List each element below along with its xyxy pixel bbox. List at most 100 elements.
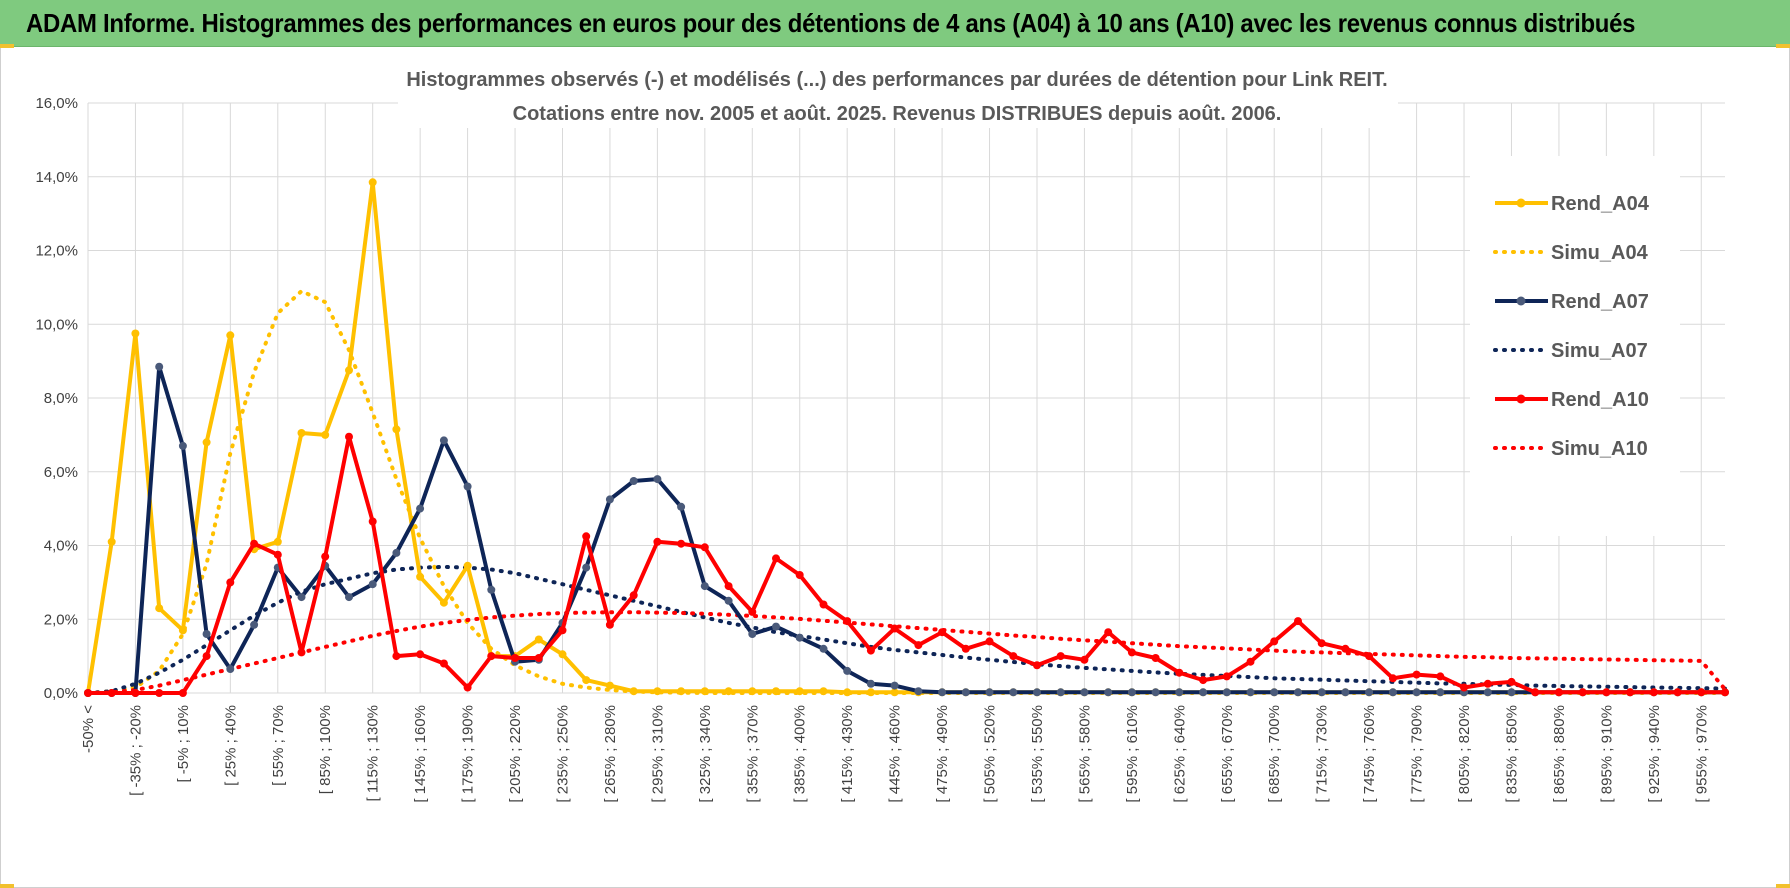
data-point	[1222, 688, 1231, 697]
chart-title-line-1: Histogrammes observés (-) et modélisés (…	[406, 69, 1387, 91]
series-simu-a07	[86, 564, 1727, 695]
data-point	[795, 633, 804, 642]
y-tick-label: 0,0%	[44, 685, 78, 702]
data-point	[345, 593, 353, 602]
x-tick-label: [ 805% ; 820%	[1456, 705, 1473, 803]
data-point	[1009, 652, 1018, 661]
series-rend-a10	[84, 432, 1729, 697]
data-point	[1199, 688, 1208, 697]
x-tick-label: [ 625% ; 640%	[1171, 705, 1188, 803]
data-point	[84, 689, 92, 697]
data-point	[155, 604, 164, 613]
data-point	[1033, 688, 1041, 697]
data-point	[961, 644, 970, 653]
data-point	[1483, 679, 1492, 688]
data-point	[1341, 644, 1350, 653]
data-point	[558, 626, 567, 635]
y-tick-label: 8,0%	[44, 390, 78, 407]
x-tick-label: [ 565% ; 580%	[1076, 705, 1093, 803]
legend-label: Simu_A07	[1551, 340, 1648, 362]
x-tick-label: [ 745% ; 760%	[1361, 705, 1378, 803]
data-point	[1365, 652, 1374, 661]
data-point	[1412, 670, 1421, 679]
legend-marker	[1516, 296, 1526, 306]
data-point	[392, 548, 401, 557]
data-point	[368, 580, 377, 589]
data-point	[1056, 688, 1065, 697]
x-tick-label: [ 895% ; 910%	[1598, 705, 1615, 803]
data-point	[1104, 688, 1113, 697]
x-tick-label: [ 655% ; 670%	[1219, 705, 1236, 803]
data-point	[795, 571, 804, 579]
data-point	[439, 436, 448, 445]
data-point	[748, 630, 757, 638]
data-point	[866, 646, 875, 655]
data-point	[1388, 674, 1397, 683]
data-point	[368, 178, 377, 187]
legend-label: Rend_A10	[1551, 389, 1649, 411]
data-point	[772, 622, 780, 631]
data-point	[416, 504, 425, 513]
corner-mark-left	[0, 44, 14, 48]
data-point	[1649, 688, 1658, 697]
data-point	[1080, 688, 1089, 697]
x-tick-label: [ 175% ; 190%	[460, 705, 477, 803]
data-point	[890, 688, 899, 697]
data-point	[463, 482, 472, 491]
x-tick-label: [ 535% ; 550%	[1029, 705, 1046, 803]
data-point	[653, 537, 662, 546]
data-point	[866, 679, 875, 688]
data-point	[250, 539, 259, 548]
data-point	[487, 585, 496, 594]
data-point	[178, 441, 187, 450]
data-point	[866, 688, 875, 697]
legend-marker	[1516, 198, 1526, 208]
data-point	[605, 681, 614, 690]
data-point	[819, 644, 828, 653]
data-point	[1388, 688, 1397, 697]
data-point	[1127, 648, 1136, 657]
data-point	[1222, 672, 1231, 681]
legend: Rend_A04 Simu_A04 Rend_A07 Simu_A07 Rend_A10…	[1470, 156, 1680, 536]
data-point	[345, 432, 353, 441]
data-point	[534, 635, 543, 644]
data-point	[582, 563, 591, 572]
data-point	[653, 475, 662, 484]
data-point	[1151, 688, 1160, 697]
data-point	[226, 331, 235, 340]
data-point	[629, 687, 638, 696]
data-point	[582, 532, 591, 541]
y-tick-label: 4,0%	[44, 538, 78, 555]
x-tick-label: [ 25% ; 40%	[222, 705, 239, 786]
data-point	[1127, 688, 1136, 697]
data-point	[155, 362, 164, 371]
corner-mark-right	[1776, 44, 1790, 48]
legend-label: Rend_A07	[1551, 291, 1649, 313]
data-point	[202, 438, 211, 447]
data-point	[155, 689, 164, 697]
data-point	[629, 477, 638, 485]
data-point	[1246, 657, 1255, 666]
data-point	[321, 430, 330, 439]
data-point	[416, 650, 425, 659]
data-point	[1294, 617, 1302, 626]
chart-title-line-2: Cotations entre nov. 2005 et août. 2025.…	[513, 103, 1282, 125]
legend-label: Simu_A10	[1551, 438, 1648, 460]
x-tick-label: [ 115% ; 130%	[365, 705, 382, 801]
data-point	[1294, 688, 1302, 697]
data-point	[629, 591, 638, 600]
data-point	[1317, 688, 1326, 697]
series-line	[88, 434, 1725, 695]
legend-label: Rend_A04	[1551, 193, 1650, 215]
x-tick-label: [ 355% ; 370%	[744, 705, 761, 803]
data-point	[700, 687, 709, 696]
data-point	[700, 543, 709, 552]
data-point	[724, 687, 733, 696]
data-point	[368, 517, 377, 526]
data-point	[677, 539, 686, 548]
x-tick-label: [ 325% ; 340%	[697, 705, 714, 803]
y-tick-label: 12,0%	[35, 243, 78, 260]
data-point	[1554, 688, 1563, 697]
data-point	[605, 620, 614, 629]
data-point	[1626, 688, 1635, 697]
